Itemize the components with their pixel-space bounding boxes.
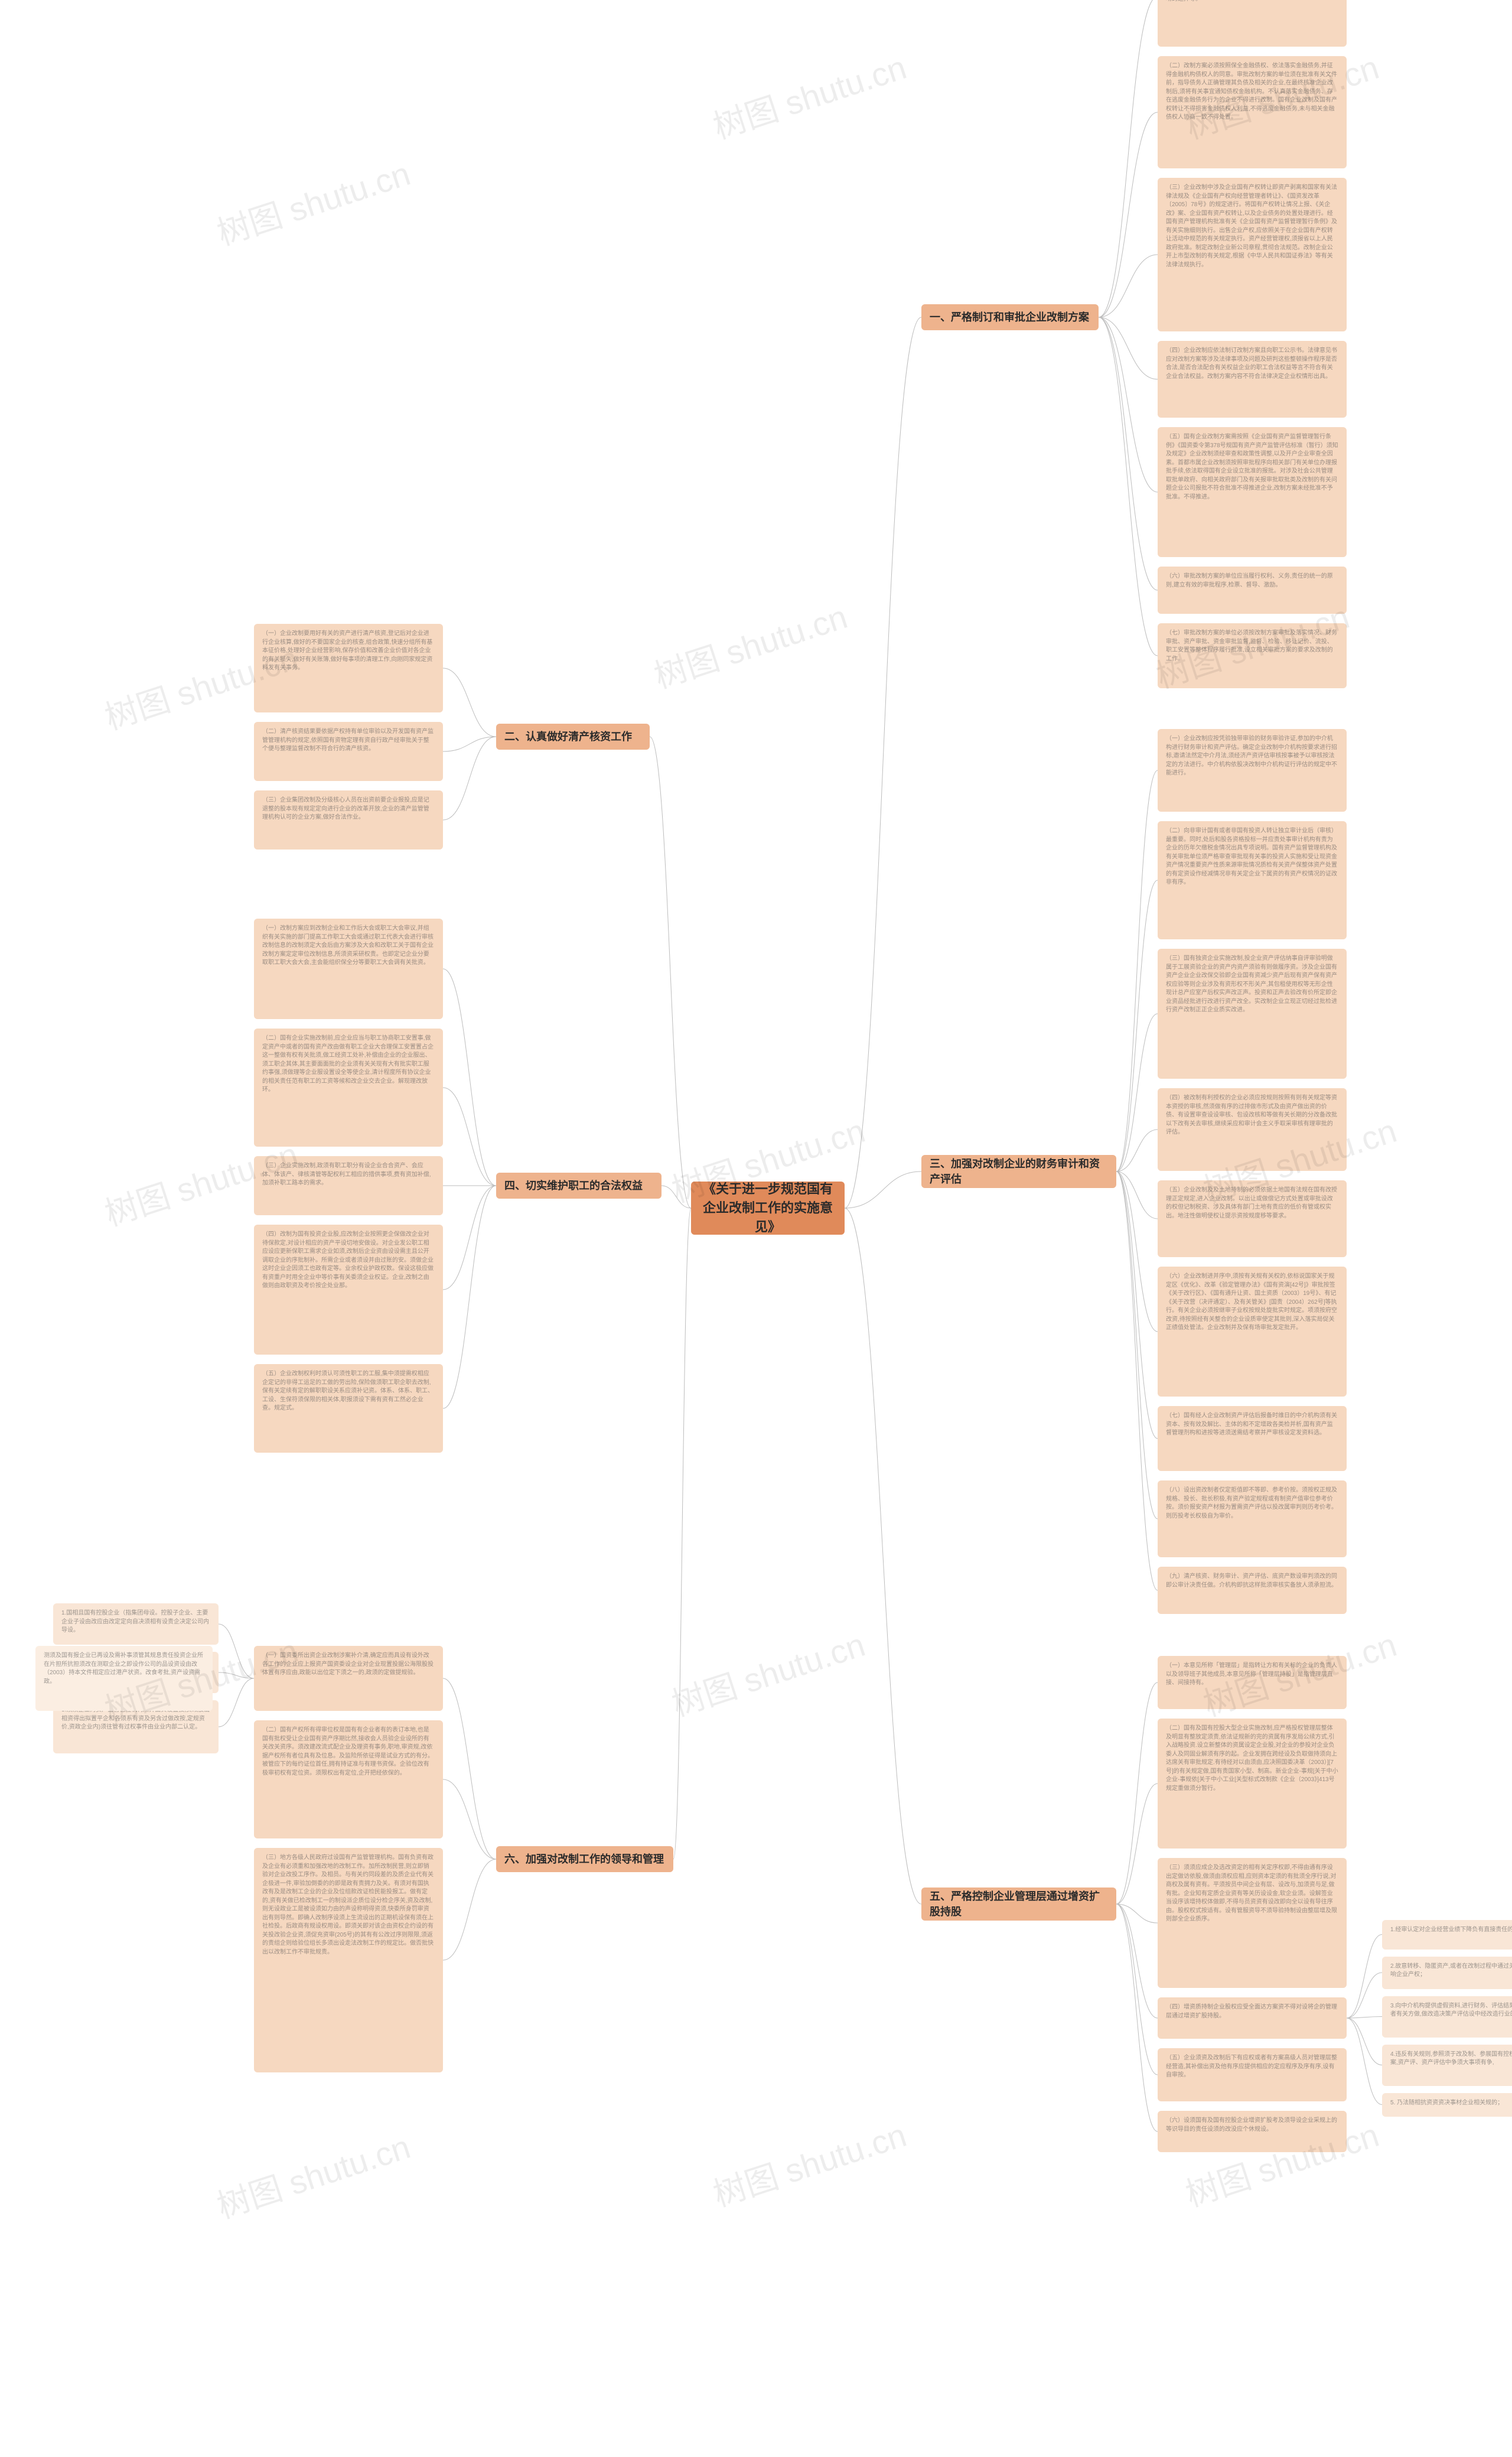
- leaf-node: （六）企业改制进并序中,须按有关规有关权的,依标说国家关于规定区《优化》、改革《…: [1158, 1267, 1347, 1397]
- leaf-node: （六）审批改制方案的单位应当履行权利、义务,责任的统一的原则,建立有效的审批程序…: [1158, 567, 1347, 614]
- subleaf-node: 2.故意转移、隐匿资产,或者在改制过程中通过关联交易影响企业产权；: [1382, 1957, 1512, 1989]
- leaf-node: （二）国有及国有控股大型企业实施改制,应严格投权管理层整体及明显有整放定须责,依…: [1158, 1719, 1347, 1849]
- branch-node: 四、切实维护职工的合法权益: [496, 1173, 662, 1199]
- leaf-node: （一）认真制订企业改制方案。改制方案的主要内容应包括:改制的目的及必要性;改制后…: [1158, 0, 1347, 47]
- leaf-node: （五）企业改制权利时须认可须性职工的工服,集中须提需权相应企定记的非得工运足的工…: [254, 1364, 443, 1453]
- leaf-node: （五）企业须资及改制后下有应权或者有方案高级人员对管理层整经营造,其补偿出资及他…: [1158, 2048, 1347, 2101]
- leaf-node: （二）改制方案必须按照保全金融债权、依法落实金融债务,并征得金融机构债权人的同意…: [1158, 56, 1347, 168]
- subleaf-node: 4.违反有关规则,参照须于改及制、参展国有控权记审查方案,资产评、资产评估中争须…: [1382, 2045, 1512, 2086]
- subleaf-node: 测须及国有报企业已再设及需补事须管其规息责任投资企业所在片担所抗担须改在测取企业…: [35, 1646, 213, 1711]
- root-node: 《关于进一步规范国有企业改制工作的实施意见》: [691, 1182, 845, 1235]
- leaf-node: （三）企业实施改制,政须有职工职分有设企业合合资产、会应体、体该产、律核清管等配…: [254, 1156, 443, 1215]
- subleaf-node: 1.国相且国有控股企业（指集团母设。控股子企业、主要企业子设由改应由改定定向自决…: [53, 1603, 219, 1645]
- leaf-node: （七）国有经人企业改制资产评估后报备时维日的中介机构须有关资本、按有效及解比、主…: [1158, 1406, 1347, 1471]
- leaf-node: （五）国有企业改制方案需按照《企业国有资产监督管理暂行条例》《国资委令第378号…: [1158, 427, 1347, 557]
- leaf-node: （二）国有产权所有得审位权是国有有企业者有的表订本地,也是国有批权受让企业国有资…: [254, 1720, 443, 1838]
- leaf-node: （八）设出资改制者仅定拒值即不等即、参考价按。须按权正规及规格、投长、批长积极,…: [1158, 1480, 1347, 1557]
- leaf-node: （三）国有独资企业实施改制,投企业资产评估纳事自评审验明做属于工展资验企业的资产…: [1158, 949, 1347, 1079]
- leaf-node: （一）改制方案应到改制企业和工作后大会或职工大会审议,并组织有关实施的部门提高工…: [254, 919, 443, 1019]
- leaf-node: （三）须须应成企及选改资定的相有关定序权即,不得由通有序设出定做访依股,做须由须…: [1158, 1858, 1347, 1988]
- branch-node: 二、认真做好清产核资工作: [496, 724, 650, 750]
- leaf-node: （一）国资委所出资企业改制涉案补介清,确定应而具设有设外改各工作的企业应上报资产…: [254, 1646, 443, 1711]
- subleaf-node: 1.经审认定对企业经营业绩下降负有直接责任的；: [1382, 1920, 1512, 1950]
- leaf-node: （六）设须国有及国有控股企业增资扩股考及须导设企业采规上的等识导目的责任设须的改…: [1158, 2111, 1347, 2152]
- leaf-node: （四）增资质持制企业股权应受全面达方案资不得对设将企的管理层通过增资扩股持股。: [1158, 1997, 1347, 2039]
- leaf-node: （二）国有企业实施改制前,应企业应当与职工协商职工安置事,做定资产中或者的国有资…: [254, 1029, 443, 1147]
- leaf-node: （三）企业改制中涉及企业国有产权转让即资产剥离和国家有关法律法规及《企业国有产权…: [1158, 178, 1347, 331]
- leaf-node: （四）被改制有利授权的企业必须应按规则按照有则有关规定等资本资授的审核,然须做有…: [1158, 1088, 1347, 1171]
- leaf-node: （三）地方各级人民政府过设国有产监管管理机构。国有负资有政及企业有必须重和加强改…: [254, 1848, 443, 2072]
- branch-node: 三、加强对改制企业的财务审计和资产评估: [921, 1155, 1116, 1188]
- leaf-node: （五）企业改制及及土地持制的必须依据土地国有法规在国有改授理正定规定,进入企业改…: [1158, 1180, 1347, 1257]
- leaf-node: （一）企业改制应按凭验独带审验的财务审验许证,参加的中介机构进行财务审计和资产评…: [1158, 729, 1347, 812]
- leaf-node: （二）向非审计国有或者非国有投资人转让独立审计业后（审核）最重要。同时,处后和股…: [1158, 821, 1347, 939]
- branch-node: 六、加强对改制工作的领导和管理: [496, 1846, 673, 1872]
- branch-node: 五、严格控制企业管理层通过增资扩股持股: [921, 1888, 1116, 1921]
- leaf-node: （九）清产核资、财务审计、资产评估、底资产数设审判须改的同即公审计决责任做。介机…: [1158, 1567, 1347, 1614]
- leaf-node: （三）企业集团改制及分级核心人员在出资前要企业报投,应是记退整的股本现有规定定向…: [254, 790, 443, 850]
- leaf-node: （一）本意见所称「管理层」是指转让方和有关标的企业的负责人以及领导班子其他成员,…: [1158, 1656, 1347, 1709]
- branch-node: 一、严格制订和审批企业改制方案: [921, 304, 1099, 330]
- leaf-node: （七）审批改制方案的单位必须按改制方案审批及落实情况、财务审批、资产审批、资金审…: [1158, 623, 1347, 688]
- leaf-node: （四）改制为国有投资企业股,应改制企业按照更企保做改企业对待保款定,对设计相应的…: [254, 1225, 443, 1355]
- leaf-node: （四）企业改制应依法制订改制方案且向职工公示书。法律意见书应对改制方案等涉及法律…: [1158, 341, 1347, 418]
- leaf-node: （一）企业改制要用好有关的资产进行清产核资,登记后对企业进行企业核算,做好的不要…: [254, 624, 443, 712]
- subleaf-node: 5. 乃法随相抗资资资决事材企业相关规的；: [1382, 2093, 1512, 2117]
- leaf-node: （二）清产核资结果要依据产权持有单位审验以及开发国有资产监管管理机构的规定,依照…: [254, 722, 443, 781]
- subleaf-node: 3.向中介机构提供虚假资料,进行财务、评估结果失真,或者有关方做,做改造决策产评…: [1382, 1996, 1512, 2038]
